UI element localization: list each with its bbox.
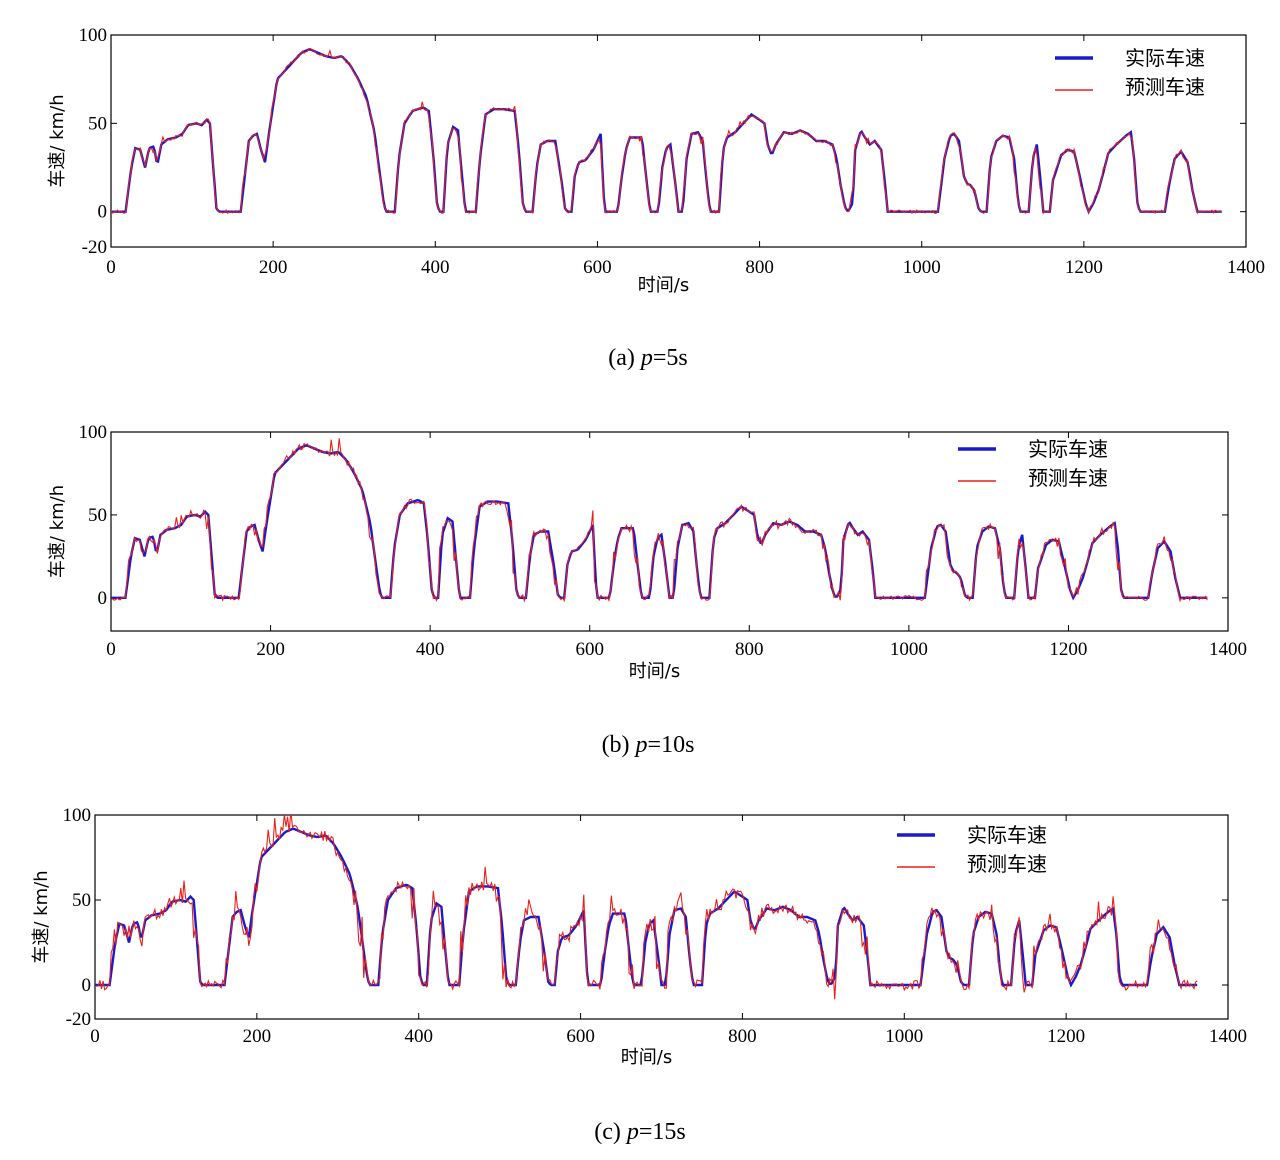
x-tick-label: 0 bbox=[106, 257, 116, 278]
x-tick-label: 400 bbox=[416, 639, 445, 660]
x-tick-label: 1000 bbox=[885, 1026, 923, 1047]
chart-panel-1: 0 200 400 600 800 1000 1200 1400-20050100时间/s车速… bbox=[47, 25, 1265, 371]
x-tick-label: 600 bbox=[566, 1026, 595, 1047]
legend-label-actual: 实际车速 bbox=[1028, 437, 1108, 461]
plot-frame bbox=[94, 814, 1229, 1020]
chart-panel-3: 0 200 400 600 800 1000 1200 1400-20050100时间/s车速… bbox=[31, 805, 1247, 1145]
x-tick-label: 1400 bbox=[1209, 1026, 1247, 1047]
y-tick-label: 100 bbox=[79, 422, 108, 443]
x-tick-label: 600 bbox=[583, 257, 612, 278]
y-tick-label: 0 bbox=[98, 588, 108, 609]
x-tick-label: 400 bbox=[404, 1026, 433, 1047]
x-tick-label: 0 bbox=[90, 1026, 100, 1047]
x-tick-label: 1200 bbox=[1065, 257, 1103, 278]
series-predicted-line bbox=[111, 438, 1208, 603]
y-tick-label: 100 bbox=[79, 25, 108, 46]
x-axis-label: 时间/s bbox=[621, 1047, 672, 1068]
x-tick-label: 200 bbox=[256, 639, 285, 660]
legend-label-predicted: 预测车速 bbox=[1028, 466, 1108, 490]
x-tick-label: 400 bbox=[421, 257, 450, 278]
x-tick-label: 200 bbox=[259, 257, 288, 278]
legend-label-predicted: 预测车速 bbox=[967, 852, 1047, 876]
y-tick-label: 50 bbox=[88, 505, 107, 526]
y-axis-label: 车速/ km/h bbox=[47, 94, 68, 187]
series-predicted-line bbox=[95, 815, 1198, 1000]
x-tick-label: 800 bbox=[735, 639, 764, 660]
y-axis-label: 车速/ km/h bbox=[47, 485, 68, 578]
y-tick-label: 50 bbox=[72, 890, 91, 911]
y-tick-label: 50 bbox=[88, 113, 107, 134]
chart-panel-2: 0 200 400 600 800 1000 1200 1400 0 50 100 时间/s 车速/ k… bbox=[47, 422, 1247, 758]
panel-caption: (a) p=5s bbox=[608, 345, 688, 371]
x-tick-label: 1000 bbox=[903, 257, 941, 278]
x-axis-label: 时间/s bbox=[629, 661, 680, 682]
x-tick-label: 1000 bbox=[890, 639, 928, 660]
x-axis-label: 时间/s bbox=[638, 275, 689, 296]
y-tick-label: 0 bbox=[82, 975, 92, 996]
series-predicted-line bbox=[111, 48, 1222, 215]
x-tick-label: 800 bbox=[728, 1026, 757, 1047]
y-tick-label: -20 bbox=[82, 237, 107, 258]
panel-caption: (b) p=10s bbox=[602, 732, 695, 758]
y-tick-label: -20 bbox=[66, 1009, 91, 1030]
series-actual-line bbox=[111, 48, 1222, 215]
y-axis-label: 车速/ km/h bbox=[31, 870, 52, 963]
plot-frame bbox=[110, 431, 1229, 632]
x-tick-label: 800 bbox=[745, 257, 774, 278]
x-tick-label: 1200 bbox=[1049, 639, 1087, 660]
y-tick-label: 100 bbox=[63, 805, 92, 826]
panel-caption: (c) p=15s bbox=[594, 1119, 686, 1145]
x-tick-label: 1200 bbox=[1047, 1026, 1085, 1047]
legend-label-actual: 实际车速 bbox=[967, 823, 1047, 847]
x-tick-label: 0 bbox=[106, 639, 116, 660]
x-tick-label: 200 bbox=[243, 1026, 272, 1047]
legend-label-actual: 实际车速 bbox=[1125, 46, 1205, 70]
x-tick-label: 1400 bbox=[1227, 257, 1265, 278]
x-tick-label: 600 bbox=[575, 639, 604, 660]
plot-frame bbox=[110, 34, 1247, 248]
legend-label-predicted: 预测车速 bbox=[1125, 75, 1205, 99]
y-tick-label: 0 bbox=[98, 202, 108, 223]
x-tick-label: 1400 bbox=[1209, 639, 1247, 660]
